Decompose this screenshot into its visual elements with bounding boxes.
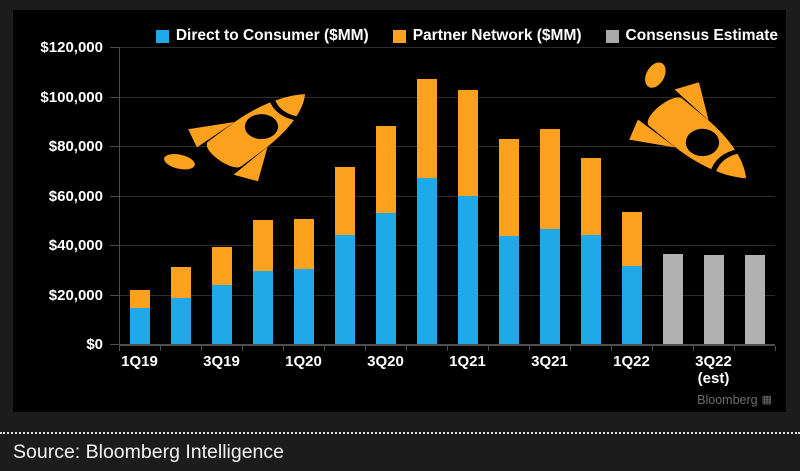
y-axis-tick bbox=[110, 96, 119, 98]
x-axis-tick bbox=[242, 346, 243, 351]
legend-item: Partner Network ($MM) bbox=[392, 27, 582, 45]
bar-2Q20-partner-network bbox=[334, 167, 355, 236]
bar-3Q20-direct-to-consumer bbox=[375, 212, 396, 344]
y-axis-label: $40,000 bbox=[48, 237, 103, 254]
legend-item: Direct to Consumer ($MM) bbox=[155, 27, 369, 45]
bar-2Q20-direct-to-consumer bbox=[334, 235, 355, 344]
y-axis-label: $80,000 bbox=[48, 138, 103, 155]
x-axis-tick bbox=[734, 346, 735, 351]
bar-4Q19-partner-network bbox=[252, 220, 273, 271]
bar-4Q20-partner-network bbox=[416, 79, 437, 179]
x-axis-tick bbox=[570, 346, 571, 351]
bloomberg-watermark: Bloomberg ▦ bbox=[697, 393, 772, 407]
gridline bbox=[119, 96, 775, 98]
x-axis-tick bbox=[365, 346, 366, 351]
y-axis-label: $100,000 bbox=[40, 88, 103, 106]
bar-4Q19-direct-to-consumer bbox=[252, 270, 273, 344]
y-axis-tick bbox=[110, 47, 119, 48]
bar-2Q19-partner-network bbox=[170, 267, 191, 299]
bloomberg-watermark-text: Bloomberg bbox=[697, 393, 758, 407]
gridline bbox=[119, 146, 775, 147]
bar-4Q21-partner-network bbox=[580, 158, 601, 236]
bar-3Q22-consensus-estimate bbox=[703, 254, 724, 344]
y-axis-label: $20,000 bbox=[48, 286, 103, 304]
legend-label: Direct to Consumer ($MM) bbox=[175, 27, 369, 44]
gridline bbox=[119, 47, 775, 48]
y-axis-label: $120,000 bbox=[40, 39, 103, 56]
rocket-up-icon bbox=[164, 94, 306, 182]
x-axis-tick bbox=[324, 346, 325, 351]
bar-1Q20-partner-network bbox=[293, 219, 314, 269]
x-axis-label-sub: (est) bbox=[697, 370, 730, 387]
source-text: Source: Bloomberg Intelligence bbox=[13, 441, 284, 463]
x-axis-tick bbox=[488, 346, 489, 351]
bar-1Q22-partner-network bbox=[621, 211, 642, 267]
x-axis-label: 1Q21 bbox=[449, 353, 486, 370]
bar-1Q22-direct-to-consumer bbox=[621, 266, 642, 344]
x-axis-label: 3Q21 bbox=[531, 353, 568, 370]
x-axis-label: 1Q20 bbox=[285, 353, 322, 370]
y-axis-tick bbox=[110, 245, 119, 246]
plot-area: $120,000 $100,000 $80,000 $60,000 $40,000 $20… bbox=[13, 10, 786, 412]
bar-2Q19-direct-to-consumer bbox=[170, 298, 191, 344]
x-axis-label: 1Q19 bbox=[121, 353, 158, 370]
x-axis-tick bbox=[283, 346, 284, 351]
gridline bbox=[119, 245, 775, 246]
legend-swatch-icon bbox=[155, 29, 169, 43]
x-axis-label: 3Q22 (est) bbox=[672, 353, 756, 387]
legend-swatch-icon bbox=[605, 29, 619, 43]
chart-legend: Direct to Consumer ($MM) Partner Network … bbox=[13, 27, 778, 45]
source-bar: Source: Bloomberg Intelligence bbox=[0, 432, 800, 471]
x-axis-line bbox=[119, 344, 775, 346]
y-axis-label: $60,000 bbox=[48, 187, 103, 205]
y-axis-tick bbox=[110, 294, 119, 296]
rocket-down-icon bbox=[629, 62, 747, 179]
x-axis-label: 3Q19 bbox=[203, 353, 240, 370]
bar-4Q22-consensus-estimate bbox=[744, 254, 765, 344]
bar-2Q22-consensus-estimate bbox=[662, 253, 683, 344]
x-axis-tick bbox=[201, 346, 202, 351]
y-axis-label: $0 bbox=[86, 336, 103, 353]
bar-3Q21-partner-network bbox=[539, 128, 560, 229]
bar-3Q19-partner-network bbox=[211, 247, 232, 285]
bloomberg-logo-icon: ▦ bbox=[761, 393, 772, 406]
bar-2Q21-partner-network bbox=[498, 138, 519, 237]
x-axis-tick bbox=[447, 346, 448, 351]
bar-3Q20-partner-network bbox=[375, 126, 396, 213]
bar-3Q19-direct-to-consumer bbox=[211, 284, 232, 344]
gridline bbox=[119, 294, 775, 296]
bar-4Q21-direct-to-consumer bbox=[580, 235, 601, 344]
bar-1Q19-direct-to-consumer bbox=[129, 308, 150, 344]
legend-label: Consensus Estimate bbox=[625, 27, 778, 44]
bar-1Q21-direct-to-consumer bbox=[457, 195, 478, 344]
x-axis-tick bbox=[529, 346, 530, 351]
y-axis-tick bbox=[110, 344, 119, 345]
legend-label: Partner Network ($MM) bbox=[412, 27, 582, 44]
bar-2Q21-direct-to-consumer bbox=[498, 236, 519, 344]
gridline bbox=[119, 195, 775, 197]
x-axis-tick bbox=[160, 346, 161, 351]
bar-3Q21-direct-to-consumer bbox=[539, 228, 560, 344]
bar-1Q21-partner-network bbox=[457, 90, 478, 196]
x-axis-tick bbox=[611, 346, 612, 351]
x-axis-tick bbox=[119, 346, 120, 351]
y-axis-line bbox=[119, 47, 120, 344]
bar-4Q20-direct-to-consumer bbox=[416, 178, 437, 344]
bar-1Q20-direct-to-consumer bbox=[293, 268, 314, 344]
y-axis-tick bbox=[110, 146, 119, 147]
x-axis-label: 3Q20 bbox=[367, 353, 404, 370]
y-axis-tick bbox=[110, 195, 119, 197]
legend-item: Consensus Estimate bbox=[605, 27, 778, 45]
x-axis-tick bbox=[652, 346, 653, 351]
bar-1Q19-partner-network bbox=[129, 289, 150, 309]
x-axis-label: 1Q22 bbox=[613, 353, 650, 370]
x-axis-tick bbox=[693, 346, 694, 351]
legend-swatch-icon bbox=[392, 29, 406, 43]
chart-panel: Direct to Consumer ($MM) Partner Network … bbox=[13, 10, 786, 412]
x-axis-tick bbox=[775, 346, 776, 351]
x-axis-tick bbox=[406, 346, 407, 351]
